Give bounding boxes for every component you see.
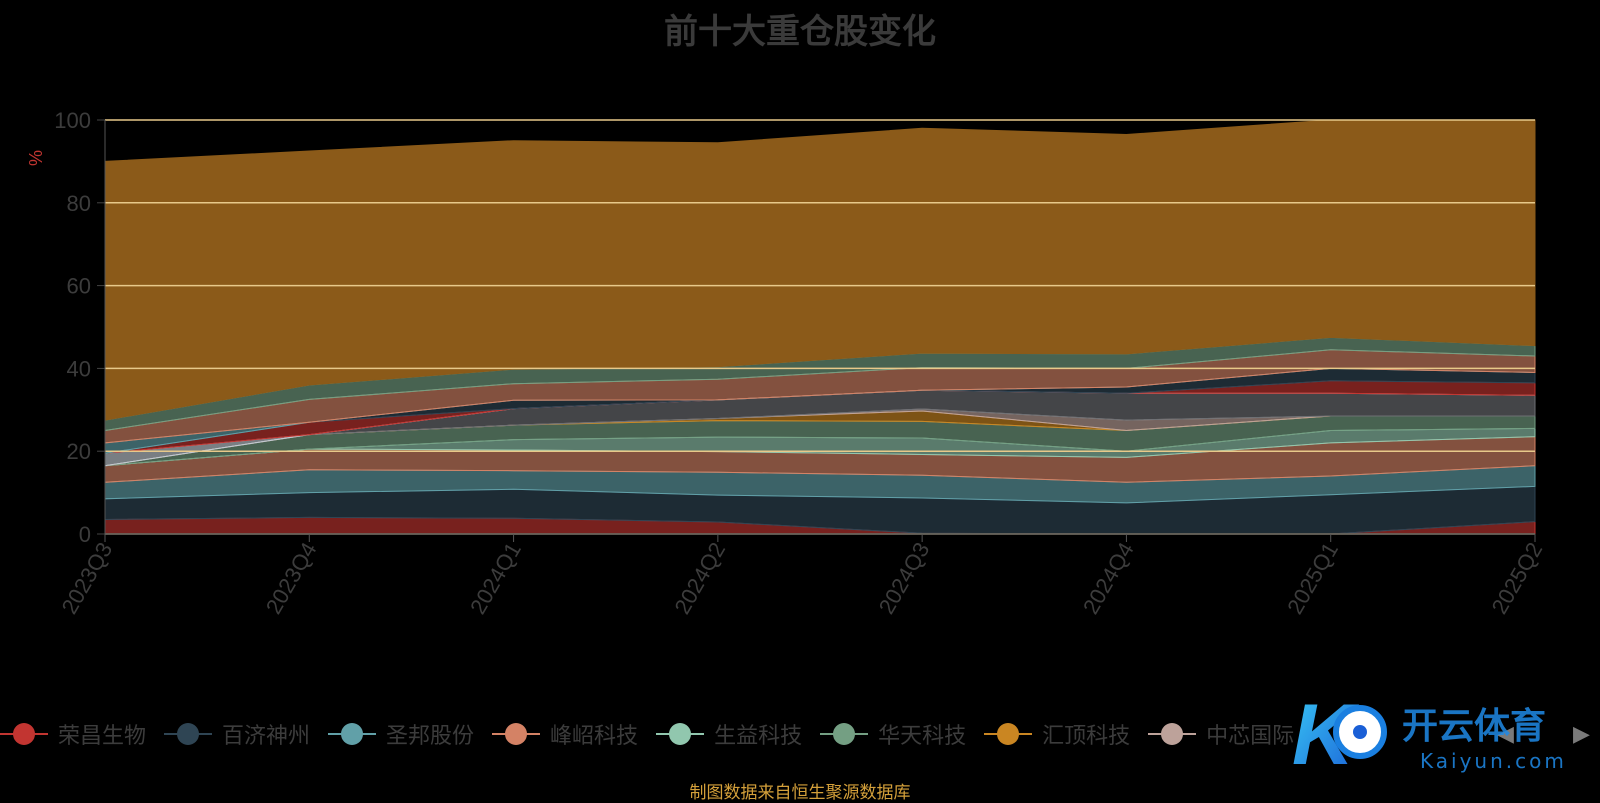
legend-label: 汇顶科技 — [1042, 724, 1131, 749]
legend-swatch-icon — [820, 721, 869, 747]
legend-swatch-icon — [492, 721, 541, 747]
legend-item[interactable]: 圣邦股份 — [328, 718, 474, 750]
legend-item[interactable]: 华天科技 — [820, 718, 966, 750]
x-tick-label: 2024Q2 — [669, 538, 730, 618]
legend-swatch-icon — [656, 721, 705, 747]
legend-item[interactable]: 汇顶科技 — [984, 718, 1130, 750]
y-tick-label: 20 — [67, 439, 91, 464]
watermark-sub: Kaiyun.com — [1420, 749, 1567, 773]
watermark-brand: 开云体育 — [1402, 706, 1546, 747]
legend-label: 荣昌生物 — [58, 724, 147, 749]
x-tick-label: 2025Q1 — [1282, 538, 1343, 618]
legend-swatch-icon — [1148, 721, 1197, 747]
legend-label: 中芯国际 — [1206, 724, 1295, 749]
legend-swatch-icon — [0, 721, 48, 747]
legend-label: 生益科技 — [714, 724, 803, 749]
legend-swatch-icon — [164, 721, 213, 747]
x-tick-label: 2023Q4 — [261, 538, 322, 618]
area-layers — [104, 119, 1536, 535]
legend-swatch-icon — [984, 721, 1033, 747]
area-series-15[interactable] — [104, 119, 1536, 421]
y-tick-label: 60 — [67, 274, 91, 299]
legend-prev-button[interactable]: ◀ — [1497, 722, 1514, 747]
y-tick-label: 100 — [54, 108, 91, 133]
x-tick-label: 2024Q3 — [874, 538, 935, 618]
chart-legend: 荣昌生物 百济神州 圣邦股份 峰岹科技 生益科技 华天科技 汇顶科技 中芯国际 — [0, 714, 1312, 754]
x-tick-label: 2025Q2 — [1487, 538, 1548, 618]
legend-label: 百济神州 — [222, 724, 311, 749]
x-tick-label: 2024Q4 — [1078, 538, 1139, 618]
legend-next-button[interactable]: ▶ — [1573, 722, 1590, 747]
chart-title: 前十大重仓股变化 — [664, 12, 936, 52]
legend-label: 峰岹科技 — [550, 724, 639, 749]
y-tick-label: 0 — [79, 522, 91, 547]
y-tick-label: 40 — [67, 356, 91, 381]
legend-item[interactable]: 中芯国际 — [1148, 718, 1294, 750]
legend-label: 华天科技 — [878, 724, 967, 749]
legend-item[interactable]: 生益科技 — [656, 718, 802, 750]
y-axis-label: % — [26, 150, 46, 166]
x-tick-label: 2023Q3 — [57, 538, 118, 618]
source-note: 制图数据来自恒生聚源数据库 — [689, 783, 911, 803]
legend-item[interactable]: 百济神州 — [164, 718, 310, 750]
legend-swatch-icon — [328, 721, 377, 747]
legend-item[interactable]: 荣昌生物 — [0, 718, 146, 750]
legend-item[interactable]: 峰岹科技 — [492, 718, 638, 750]
x-tick-label: 2024Q1 — [465, 538, 526, 618]
watermark-logo: K 开云体育 Kaiyun.com — [1292, 688, 1567, 780]
y-tick-label: 80 — [67, 191, 91, 216]
legend-label: 圣邦股份 — [386, 724, 475, 749]
